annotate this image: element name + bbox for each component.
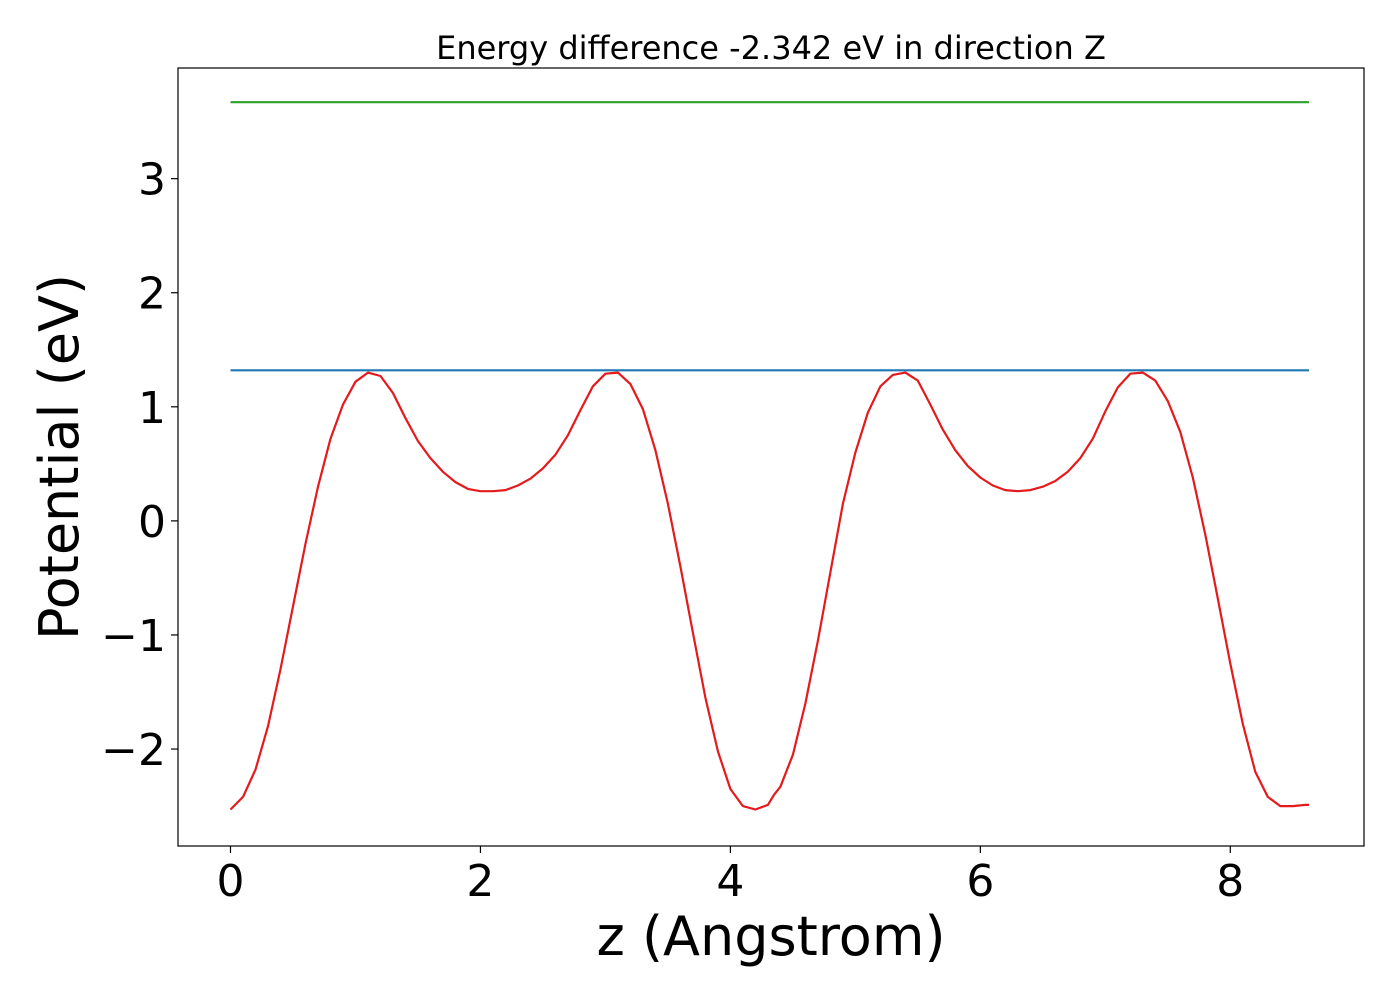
x-tick-label: 2 — [466, 856, 494, 907]
y-tick-label: 3 — [138, 155, 166, 206]
x-tick-label: 8 — [1216, 856, 1244, 907]
y-tick-label: 0 — [138, 497, 166, 548]
x-axis-label: z (Angstrom) — [596, 905, 945, 968]
y-tick-label: 1 — [138, 383, 166, 434]
y-tick-label: 2 — [138, 269, 166, 320]
plot-area — [177, 67, 1365, 847]
y-axis-label: Potential (eV) — [28, 274, 91, 640]
x-tick-label: 0 — [216, 856, 244, 907]
series-line-3 — [229, 371, 1309, 811]
x-tick-label: 6 — [966, 856, 994, 907]
x-ticks: 0 2 4 6 8 — [216, 846, 1244, 907]
y-tick-label: −2 — [101, 725, 166, 776]
x-tick-label: 4 — [716, 856, 744, 907]
y-tick-label: −1 — [101, 611, 166, 662]
y-ticks: −2 −1 0 1 2 3 — [101, 155, 178, 776]
chart-title: Energy difference -2.342 eV in direction… — [436, 29, 1106, 67]
series-layer — [229, 101, 1309, 811]
